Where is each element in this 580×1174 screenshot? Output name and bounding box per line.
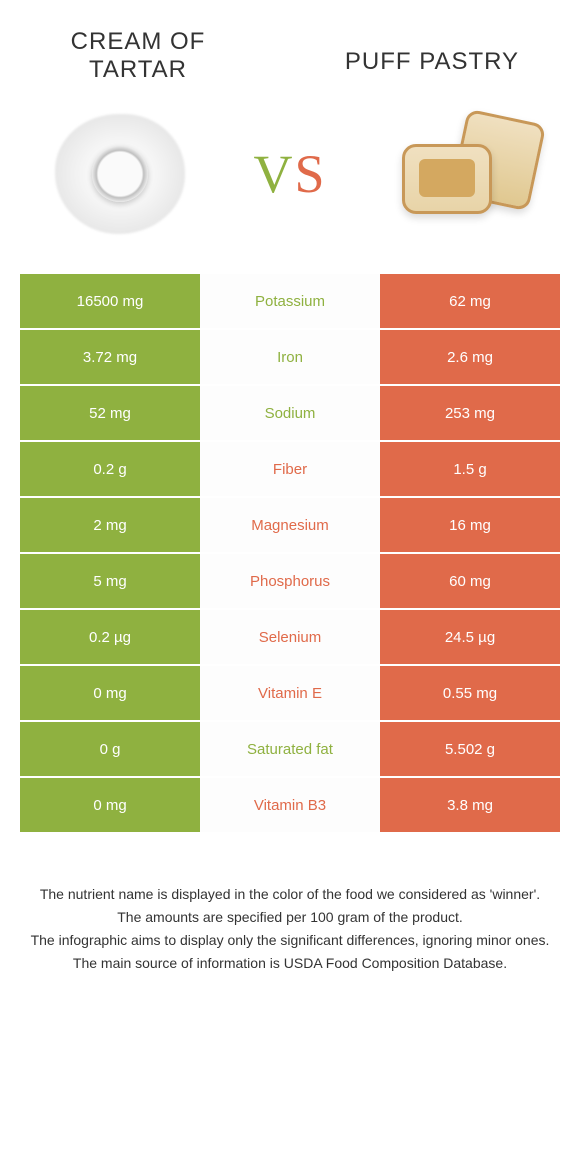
nutrient-label: Iron — [200, 330, 380, 384]
value-left: 0.2 g — [20, 442, 200, 496]
value-right: 16 mg — [380, 498, 560, 552]
value-right: 62 mg — [380, 274, 560, 328]
food-image-right — [390, 104, 530, 244]
nutrient-label: Sodium — [200, 386, 380, 440]
value-left: 5 mg — [20, 554, 200, 608]
footer-line: The nutrient name is displayed in the co… — [30, 884, 550, 905]
table-row: 52 mgSodium253 mg — [20, 386, 560, 440]
table-row: 5 mgPhosphorus60 mg — [20, 554, 560, 608]
vs-row: VS — [0, 94, 580, 274]
nutrient-label: Phosphorus — [200, 554, 380, 608]
nutrient-label: Fiber — [200, 442, 380, 496]
nutrient-label: Potassium — [200, 274, 380, 328]
value-right: 3.8 mg — [380, 778, 560, 832]
footer-notes: The nutrient name is displayed in the co… — [0, 834, 580, 974]
value-right: 60 mg — [380, 554, 560, 608]
vs-label: VS — [253, 143, 326, 205]
table-row: 0.2 gFiber1.5 g — [20, 442, 560, 496]
vs-v: V — [253, 144, 294, 204]
table-row: 0 mgVitamin E0.55 mg — [20, 666, 560, 720]
table-row: 0 mgVitamin B33.8 mg — [20, 778, 560, 832]
table-row: 0 gSaturated fat5.502 g — [20, 722, 560, 776]
value-right: 5.502 g — [380, 722, 560, 776]
nutrient-label: Selenium — [200, 610, 380, 664]
table-row: 0.2 µgSelenium24.5 µg — [20, 610, 560, 664]
value-right: 0.55 mg — [380, 666, 560, 720]
value-right: 1.5 g — [380, 442, 560, 496]
title-left: CREAM OF TARTAR — [38, 28, 238, 84]
footer-line: The amounts are specified per 100 gram o… — [30, 907, 550, 928]
table-row: 2 mgMagnesium16 mg — [20, 498, 560, 552]
nutrient-table: 16500 mgPotassium62 mg3.72 mgIron2.6 mg5… — [20, 274, 560, 832]
food-image-left — [50, 104, 190, 244]
vs-s: S — [294, 144, 326, 204]
table-row: 16500 mgPotassium62 mg — [20, 274, 560, 328]
value-left: 3.72 mg — [20, 330, 200, 384]
nutrient-label: Saturated fat — [200, 722, 380, 776]
header: CREAM OF TARTAR PUFF PASTRY — [0, 0, 580, 94]
table-row: 3.72 mgIron2.6 mg — [20, 330, 560, 384]
value-left: 52 mg — [20, 386, 200, 440]
nutrient-label: Magnesium — [200, 498, 380, 552]
nutrient-label: Vitamin B3 — [200, 778, 380, 832]
value-left: 0 mg — [20, 666, 200, 720]
footer-line: The main source of information is USDA F… — [30, 953, 550, 974]
title-right: PUFF PASTRY — [322, 28, 542, 76]
value-right: 24.5 µg — [380, 610, 560, 664]
value-left: 16500 mg — [20, 274, 200, 328]
footer-line: The infographic aims to display only the… — [30, 930, 550, 951]
value-left: 0.2 µg — [20, 610, 200, 664]
value-right: 2.6 mg — [380, 330, 560, 384]
value-left: 0 mg — [20, 778, 200, 832]
value-right: 253 mg — [380, 386, 560, 440]
nutrient-label: Vitamin E — [200, 666, 380, 720]
value-left: 0 g — [20, 722, 200, 776]
value-left: 2 mg — [20, 498, 200, 552]
